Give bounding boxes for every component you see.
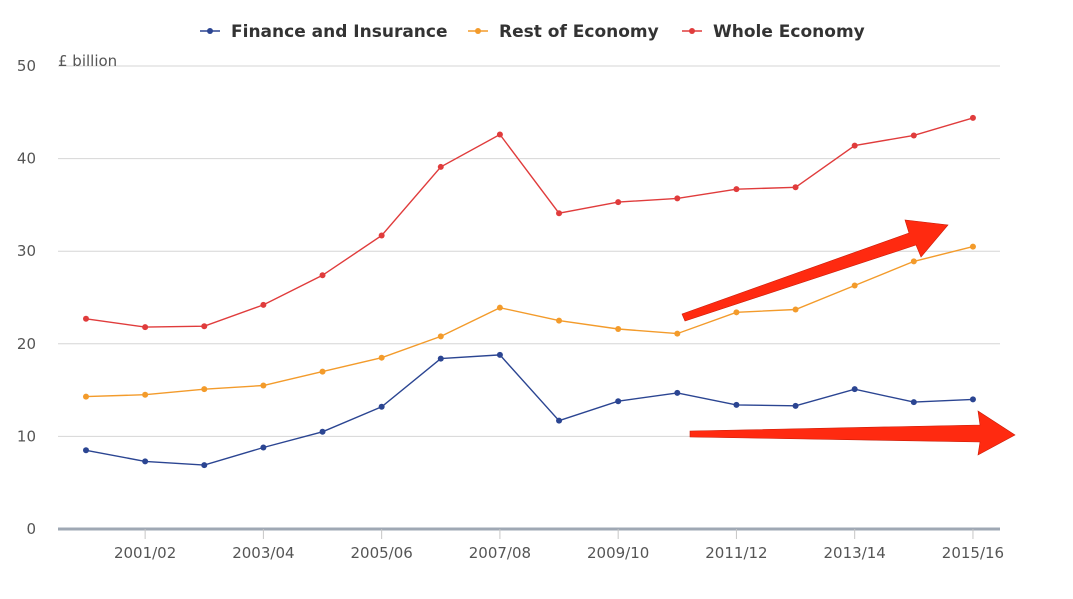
- data-point: [378, 403, 385, 410]
- data-point: [142, 324, 149, 331]
- data-point: [910, 258, 917, 265]
- data-point: [496, 131, 503, 138]
- y-tick-label: 30: [17, 242, 36, 260]
- x-tick-label: 2015/16: [942, 544, 1004, 562]
- data-point: [83, 447, 89, 454]
- data-point: [969, 396, 976, 403]
- data-point: [260, 301, 267, 308]
- legend-swatch-marker: [689, 28, 695, 34]
- data-point: [733, 309, 740, 316]
- data-point: [556, 210, 563, 217]
- legend-entry-label: Whole Economy: [713, 22, 865, 42]
- legend-swatch-marker: [475, 28, 481, 34]
- data-point: [437, 355, 444, 362]
- x-tick-label: 2013/14: [824, 544, 886, 562]
- data-point: [319, 428, 326, 435]
- series-lines: [83, 114, 976, 469]
- data-point: [733, 186, 740, 193]
- data-point: [437, 163, 444, 170]
- data-point: [260, 444, 267, 451]
- data-point: [319, 272, 326, 279]
- series-line-1: [85, 245, 974, 398]
- x-tick-label: 2001/02: [114, 544, 176, 562]
- data-point: [556, 417, 563, 424]
- x-tick-label: 2005/06: [350, 544, 412, 562]
- flat-arrow-annotation: [689, 410, 1016, 456]
- legend-entry-label: Finance and Insurance: [231, 22, 448, 42]
- data-point: [378, 232, 385, 239]
- data-point: [260, 382, 267, 389]
- y-tick-label: 0: [26, 520, 36, 538]
- data-point: [792, 184, 799, 191]
- data-point: [733, 401, 740, 408]
- data-point: [201, 323, 208, 330]
- data-point: [615, 199, 622, 206]
- data-point: [674, 195, 681, 202]
- data-point: [851, 282, 858, 289]
- data-point: [969, 243, 976, 250]
- legend: Finance and Insurance Rest of Economy Whol…: [200, 22, 865, 42]
- y-tick-label: 40: [17, 150, 36, 168]
- upward-arrow-annotation: [681, 219, 949, 322]
- data-point: [851, 386, 858, 393]
- data-point: [792, 402, 799, 409]
- data-point: [201, 462, 208, 469]
- data-point: [319, 368, 326, 375]
- data-point: [83, 393, 89, 400]
- data-point: [201, 386, 208, 393]
- data-point: [142, 458, 149, 465]
- data-point: [792, 306, 799, 313]
- series-line-2: [85, 117, 974, 328]
- series-line-0: [85, 354, 974, 466]
- data-point: [615, 325, 622, 332]
- data-point: [969, 114, 976, 121]
- annotation-arrows: [681, 219, 1016, 456]
- data-point: [556, 317, 563, 324]
- y-tick-label: 50: [17, 57, 36, 75]
- x-tick-label: 2011/12: [705, 544, 767, 562]
- y-tick-label: 20: [17, 335, 36, 353]
- data-point: [674, 389, 681, 396]
- data-point: [910, 132, 917, 139]
- data-point: [142, 391, 149, 398]
- data-point: [496, 304, 503, 311]
- x-tick-label: 2009/10: [587, 544, 649, 562]
- legend-entry-label: Rest of Economy: [499, 22, 659, 42]
- data-point: [378, 354, 385, 361]
- x-tick-label: 2007/08: [469, 544, 531, 562]
- data-point: [83, 315, 89, 322]
- data-point: [615, 398, 622, 405]
- data-point: [496, 351, 503, 358]
- data-point: [910, 399, 917, 406]
- data-point: [437, 333, 444, 340]
- legend-swatch-marker: [207, 28, 213, 34]
- data-point: [674, 330, 681, 337]
- x-tick-label: 2003/04: [232, 544, 294, 562]
- data-point: [851, 142, 858, 149]
- y-axis-unit-label: £ billion: [58, 52, 117, 70]
- y-tick-label: 10: [17, 427, 36, 445]
- axes: 0 10 20 30 40 50 2001/02 2003/04 2005/06 2007/08 2…: [17, 57, 1004, 562]
